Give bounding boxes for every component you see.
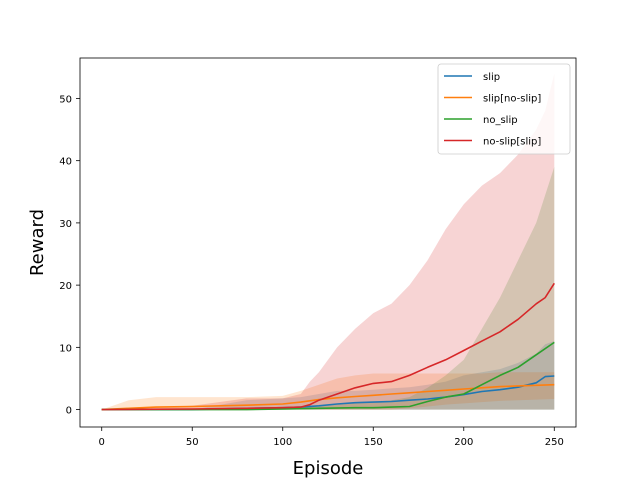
x-tick-label: 100	[273, 437, 292, 448]
confidence-bands	[101, 73, 555, 410]
line-slip-no-slip-	[101, 383, 555, 411]
legend-label: slip[no-slip]	[483, 94, 541, 105]
band-slip-no-slip-	[101, 372, 555, 410]
x-tick-label: 50	[186, 437, 199, 448]
line-no-slip-slip-	[101, 282, 555, 411]
legend-label: no-slip[slip]	[483, 137, 541, 148]
y-tick-label: 40	[59, 157, 72, 168]
line-no-slip	[101, 341, 555, 411]
legend-label: no_slip	[483, 115, 518, 126]
x-axis-ticks: 0 50 100 150 200 250	[99, 427, 564, 448]
legend-box	[437, 63, 571, 155]
y-tick-label: 50	[59, 94, 72, 105]
band-no-slip	[101, 166, 555, 410]
y-tick-label: 20	[59, 281, 72, 292]
legend-label: slip	[483, 72, 500, 83]
y-tick-label: 30	[59, 219, 72, 230]
y-tick-label: 10	[59, 343, 72, 354]
y-axis-label: Reward	[27, 209, 48, 276]
series-lines	[101, 282, 555, 411]
x-tick-label: 150	[364, 437, 383, 448]
plot-frame	[79, 57, 577, 428]
y-axis-ticks: 0 10 20 30 40 50	[59, 94, 80, 417]
x-tick-label: 200	[454, 437, 473, 448]
band-slip	[101, 341, 555, 410]
band-no-slip-slip-	[101, 73, 555, 410]
x-tick-label: 250	[545, 437, 564, 448]
y-tick-label: 0	[66, 406, 72, 417]
x-axis-label: Episode	[293, 458, 364, 479]
x-tick-label: 0	[99, 437, 105, 448]
legend: slip slip[no-slip] no_slip no-slip[slip]	[437, 63, 571, 155]
